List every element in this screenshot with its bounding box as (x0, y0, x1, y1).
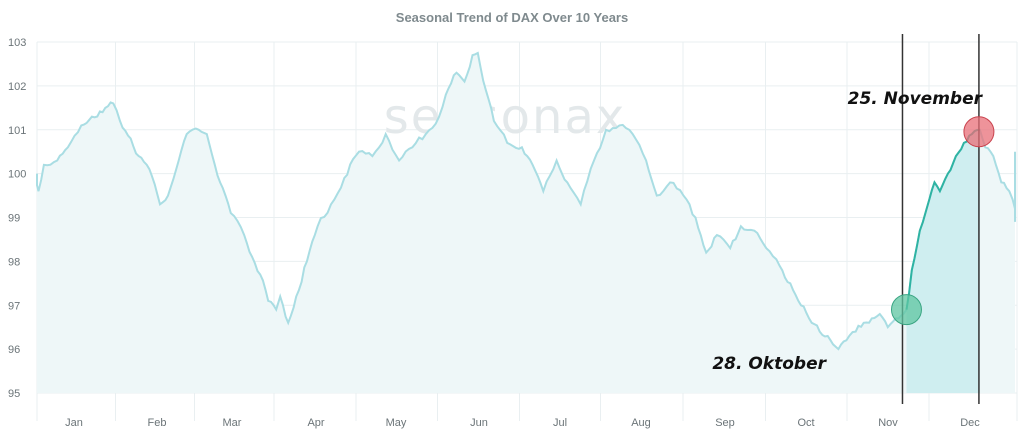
markers (890, 34, 995, 404)
y-axis-ticks: 95 96 97 98 99 100 101 102 103 (8, 37, 26, 400)
series-area (37, 53, 1015, 393)
x-axis-ticks: Jan Feb Mar Apr May Jun Jul Aug Sep Oct Nov Dec (65, 417, 980, 429)
x-tick-label: Dec (960, 417, 980, 429)
series (36, 51, 1016, 394)
start-date-label: 28. Oktober (712, 354, 827, 374)
y-tick-label: 97 (8, 300, 20, 312)
y-tick-label: 103 (8, 37, 26, 49)
end-marker (963, 116, 995, 148)
x-tick-label: Mar (223, 417, 242, 429)
highlight-area (906, 129, 980, 394)
y-tick-label: 96 (8, 344, 20, 356)
x-tick-label: Oct (797, 417, 814, 429)
x-tick-label: Jul (553, 417, 567, 429)
chart-title: Seasonal Trend of DAX Over 10 Years (396, 10, 628, 25)
x-tick-label: Feb (148, 417, 167, 429)
x-tick-label: Aug (631, 417, 651, 429)
x-tick-label: Jun (470, 417, 488, 429)
x-tick-label: Apr (307, 417, 324, 429)
x-tick-label: Sep (715, 417, 735, 429)
end-date-label: 25. November (848, 89, 984, 109)
y-tick-label: 98 (8, 256, 20, 268)
x-tick-label: Nov (878, 417, 898, 429)
y-tick-label: 99 (8, 213, 20, 225)
y-tick-label: 100 (8, 169, 26, 181)
x-tick-label: May (386, 417, 407, 429)
y-tick-label: 101 (8, 125, 26, 137)
y-tick-label: 102 (8, 81, 26, 93)
start-marker (890, 294, 922, 326)
y-tick-label: 95 (8, 388, 20, 400)
x-tick-label: Jan (65, 417, 83, 429)
